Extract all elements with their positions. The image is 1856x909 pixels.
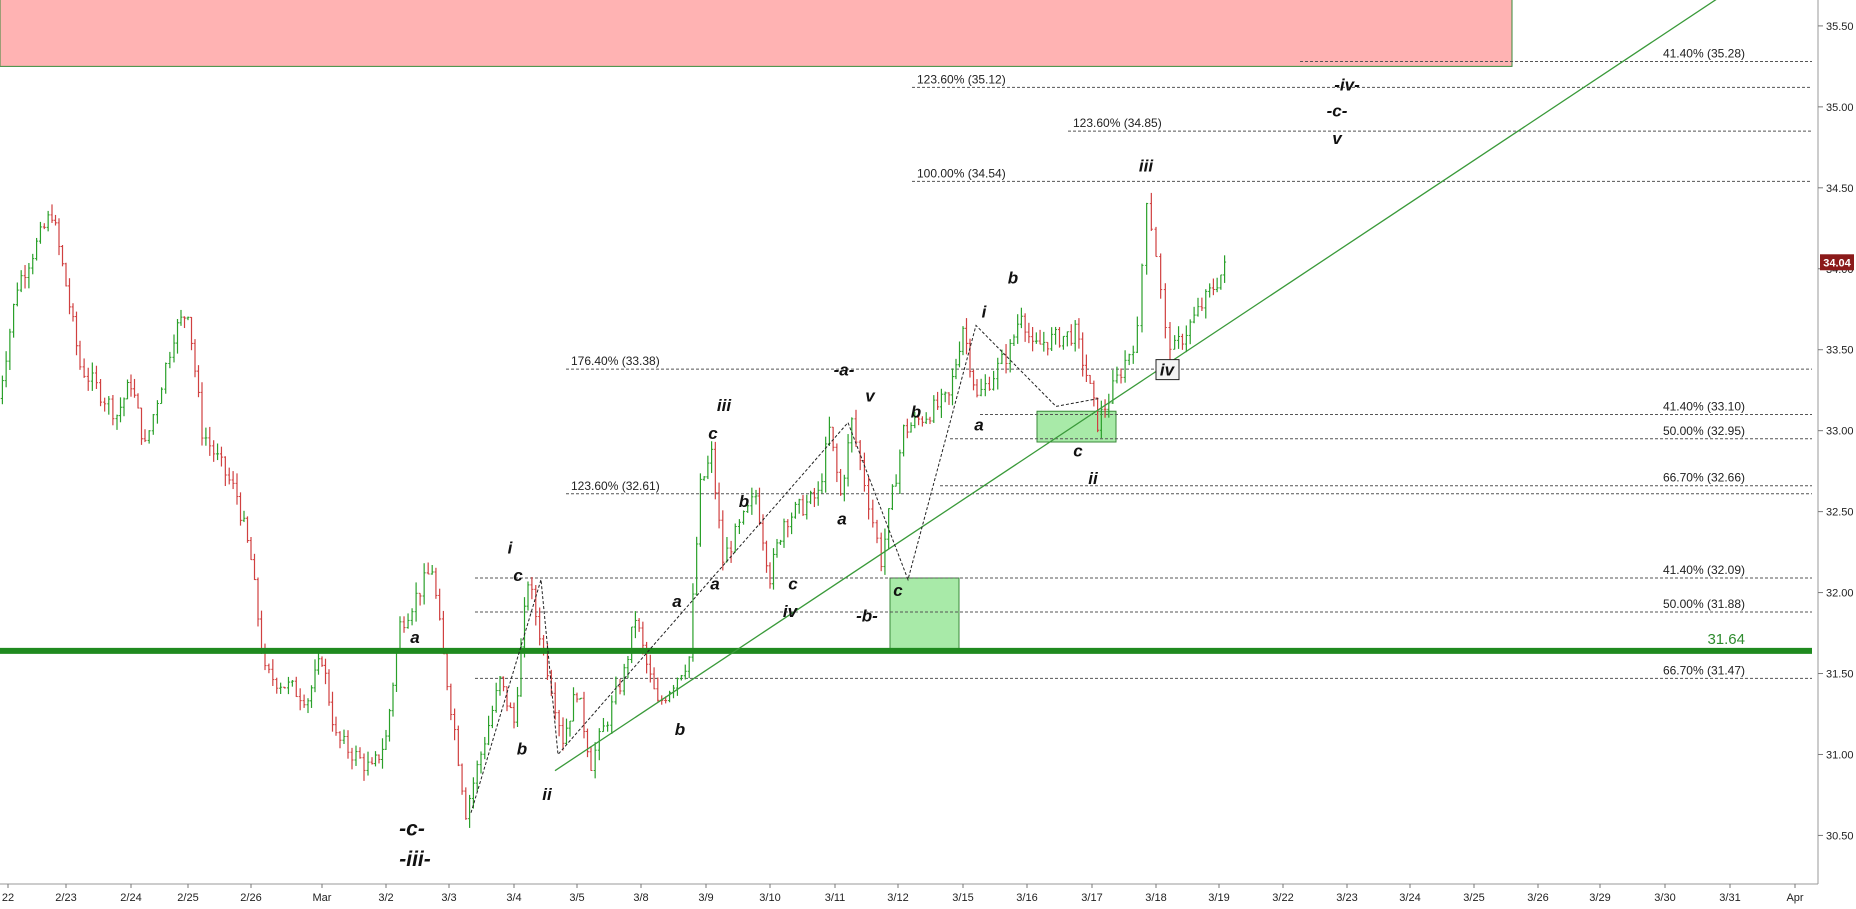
last-price-badge <box>1820 254 1854 271</box>
wave-label: a <box>974 416 983 435</box>
last-price-label: 34.04 <box>1823 257 1851 269</box>
wave-label: a <box>837 510 846 529</box>
x-tick-label: 3/10 <box>759 892 780 904</box>
fib-level-label: 50.00% (32.95) <box>1663 424 1745 438</box>
x-tick-label: 3/22 <box>1272 892 1293 904</box>
y-tick-label: 33.00 <box>1826 426 1854 438</box>
wave-label: a <box>710 574 719 593</box>
wave-label: -a- <box>834 361 855 380</box>
fib-level-label: 176.40% (33.38) <box>571 354 660 368</box>
y-tick-label: 32.50 <box>1826 507 1854 519</box>
y-tick-label: 32.00 <box>1826 588 1854 600</box>
x-tick-label: 3/9 <box>698 892 713 904</box>
x-tick-label: 2/24 <box>120 892 141 904</box>
fib-level-label: 41.40% (35.28) <box>1663 47 1745 61</box>
wave-label: -c- <box>1327 102 1348 121</box>
x-tick-label: 3/2 <box>378 892 393 904</box>
wave-label: c <box>1073 442 1083 461</box>
x-tick-label: 3/30 <box>1654 892 1675 904</box>
x-tick-label: 3/4 <box>506 892 521 904</box>
fib-level-label: 41.40% (32.09) <box>1663 563 1745 577</box>
fib-level-label: 41.40% (33.10) <box>1663 399 1745 413</box>
x-tick-label: 3/23 <box>1336 892 1357 904</box>
x-tick-label: 3/19 <box>1208 892 1229 904</box>
y-tick-label: 34.50 <box>1826 183 1854 195</box>
wave-label: b <box>675 720 685 739</box>
support-zone-ii <box>1036 410 1117 443</box>
fib-level-label: 66.70% (31.47) <box>1663 663 1745 677</box>
x-tick-label: Mar <box>313 892 332 904</box>
wave-label: b <box>739 492 749 511</box>
wave-label: iv <box>1160 361 1176 380</box>
wave-label: b <box>911 403 921 422</box>
trendline <box>554 0 1717 772</box>
wave-label: iii <box>1139 157 1154 176</box>
x-tick-label: 22 <box>2 892 14 904</box>
x-tick-label: 3/15 <box>952 892 973 904</box>
y-tick-label: 30.50 <box>1826 830 1854 842</box>
wave-label: b <box>517 739 527 758</box>
x-tick-label: 3/5 <box>569 892 584 904</box>
x-tick-label: 2/26 <box>240 892 261 904</box>
wave-label: -b- <box>856 607 878 626</box>
resistance-zone <box>0 0 1513 67</box>
x-tick-label: 2/25 <box>177 892 198 904</box>
wave-label: -iv- <box>1334 76 1360 95</box>
wave-label: -iii- <box>399 848 431 871</box>
fib-level-label: 50.00% (31.88) <box>1663 597 1745 611</box>
support-zone-b <box>889 577 960 652</box>
x-tick-label: Apr <box>1786 892 1803 904</box>
x-tick-label: 3/11 <box>825 892 846 904</box>
wave-label: ii <box>542 785 553 804</box>
wave-label: a <box>672 592 681 611</box>
x-tick-label: 3/18 <box>1145 892 1166 904</box>
x-tick-label: 3/12 <box>887 892 908 904</box>
x-tick-label: 3/26 <box>1527 892 1548 904</box>
wave-label: b <box>1008 268 1018 287</box>
x-tick-label: 3/8 <box>633 892 648 904</box>
wave-label: i <box>508 539 514 558</box>
fib-level-label: 123.60% (35.12) <box>917 72 1006 86</box>
fib-level-label: 100.00% (34.54) <box>917 166 1006 180</box>
y-tick-label: 31.00 <box>1826 749 1854 761</box>
x-tick-label: 3/24 <box>1399 892 1420 904</box>
fib-level-label: 123.60% (34.85) <box>1073 116 1162 130</box>
x-tick-label: 3/3 <box>441 892 456 904</box>
x-tick-label: 3/29 <box>1589 892 1610 904</box>
wave-label-box <box>1155 359 1180 381</box>
wave-label: c <box>893 581 903 600</box>
x-tick-label: 3/31 <box>1719 892 1740 904</box>
y-tick-label: 33.50 <box>1826 345 1854 357</box>
wave-label: -c- <box>399 817 425 840</box>
wave-label: a <box>410 628 419 647</box>
wave-label: v <box>865 387 876 406</box>
x-tick-label: 2/23 <box>55 892 76 904</box>
wave-label: c <box>788 574 798 593</box>
wave-label: ii <box>1088 469 1099 488</box>
x-tick-label: 3/17 <box>1081 892 1102 904</box>
x-tick-label: 3/16 <box>1016 892 1037 904</box>
fib-level-label: 123.60% (32.61) <box>571 479 660 493</box>
wave-label: i <box>982 302 988 321</box>
fib-level-label: 66.70% (32.66) <box>1663 471 1745 485</box>
wave-label: c <box>708 424 718 443</box>
wave-connector <box>470 324 1101 813</box>
y-tick-label: 31.50 <box>1826 669 1854 681</box>
wave-label: v <box>1332 129 1343 148</box>
wave-label: iii <box>717 396 732 415</box>
support-line-label: 31.64 <box>1707 631 1745 648</box>
wave-label: iv <box>783 602 799 621</box>
x-tick-label: 3/25 <box>1463 892 1484 904</box>
wave-label: c <box>513 566 523 585</box>
y-tick-label: 35.50 <box>1826 21 1854 33</box>
y-tick-label: 35.00 <box>1826 102 1854 114</box>
